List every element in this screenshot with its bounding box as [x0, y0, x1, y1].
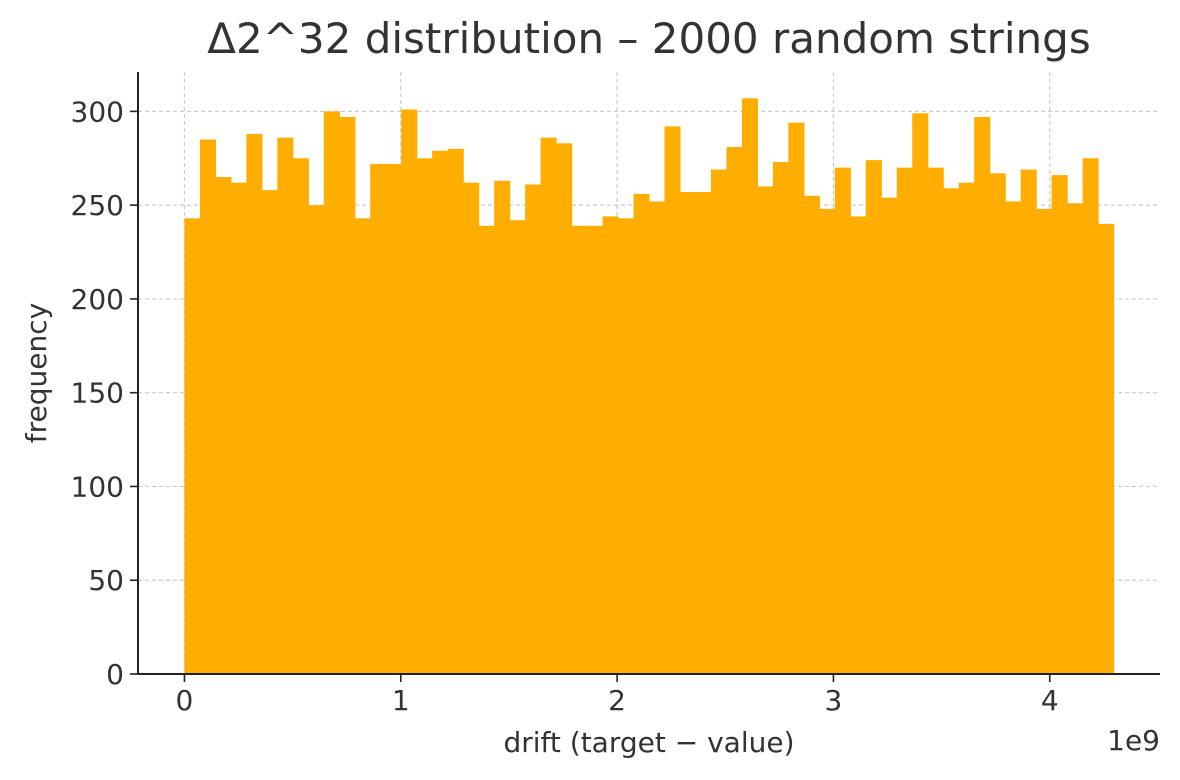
histogram-bar	[587, 225, 604, 675]
histogram-bar	[401, 109, 418, 674]
y-tick-label: 0	[106, 658, 124, 691]
histogram-bar	[184, 218, 201, 674]
histogram-bar	[277, 137, 294, 675]
histogram-bar	[215, 177, 232, 675]
histogram-bar	[896, 167, 913, 674]
histogram-bar	[416, 158, 433, 674]
x-tick-label: 0	[176, 684, 194, 717]
histogram-bar	[664, 126, 681, 674]
histogram-bar	[571, 225, 588, 675]
histogram-bar	[308, 205, 325, 674]
histogram-bar	[679, 192, 697, 675]
histogram-bar	[1005, 201, 1022, 675]
x-axis-label: drift (target − value)	[503, 726, 794, 759]
histogram-bar	[912, 113, 929, 675]
y-axis-label: frequency	[20, 303, 53, 443]
histogram-bar	[695, 192, 712, 675]
y-tick-label: 50	[88, 564, 124, 597]
histogram-bar	[447, 148, 464, 674]
histogram-bar	[230, 182, 247, 674]
histogram-bar	[757, 186, 774, 675]
histogram-bar	[726, 147, 743, 675]
histogram-bar	[463, 182, 480, 674]
histogram-bar	[246, 133, 263, 675]
histogram-bar	[370, 163, 387, 674]
histogram-bar	[850, 216, 867, 675]
y-tick-label: 100	[71, 470, 124, 503]
histogram-bar	[1067, 203, 1084, 674]
x-tick-label: 1	[392, 684, 410, 717]
histogram-bar	[648, 201, 666, 675]
histogram-bar	[1036, 208, 1053, 674]
y-tick-label: 300	[71, 95, 124, 128]
histogram-bar	[199, 139, 217, 674]
histogram-bar	[525, 184, 542, 674]
histogram-bar	[834, 167, 851, 674]
histogram-bar	[958, 182, 975, 674]
axes	[137, 72, 1160, 675]
histogram-bar	[556, 143, 573, 675]
x-axis-offset-label: 1e9	[1107, 724, 1160, 757]
y-tick-label: 250	[71, 189, 124, 222]
histogram-bar	[478, 225, 495, 675]
x-axis-ticks: 0 1 2 3 4	[176, 674, 1059, 717]
y-axis-ticks: 0 50 100 150 200 250 300	[71, 95, 138, 691]
chart-title: Δ2^32 distribution – 2000 random strings	[207, 14, 1090, 63]
histogram-bar	[323, 111, 340, 674]
histogram-bar	[432, 150, 449, 674]
histogram-bar	[385, 163, 402, 674]
x-tick-label: 2	[608, 684, 626, 717]
histogram-bar	[1082, 158, 1099, 674]
histogram-bar	[865, 160, 882, 674]
histogram-bar	[710, 169, 728, 674]
histogram-bar	[943, 188, 960, 674]
histogram-bar	[788, 122, 805, 675]
histogram-bar	[339, 117, 356, 675]
y-tick-label: 150	[71, 377, 124, 410]
histogram-bar	[1098, 223, 1115, 674]
histogram-bar	[354, 218, 371, 674]
histogram-bar	[881, 197, 898, 674]
x-tick-label: 3	[825, 684, 843, 717]
histogram-bars	[184, 98, 1115, 675]
histogram-bar	[494, 180, 511, 674]
histogram-bar	[261, 190, 278, 674]
histogram-bar	[803, 195, 820, 674]
histogram-bar	[509, 220, 526, 674]
histogram-bar	[618, 218, 635, 674]
histogram-bar	[602, 216, 619, 675]
histogram-bar	[989, 173, 1006, 674]
histogram-bar	[974, 117, 991, 675]
y-tick-label: 200	[71, 283, 124, 316]
x-tick-label: 4	[1041, 684, 1059, 717]
histogram-bar	[772, 162, 789, 675]
histogram-bar	[927, 167, 944, 674]
histogram-bar	[633, 193, 650, 674]
histogram-bar	[292, 158, 309, 674]
histogram-bar	[741, 98, 758, 675]
histogram-bar	[819, 208, 836, 674]
histogram-bar	[1051, 175, 1068, 674]
histogram-bar	[540, 137, 557, 675]
histogram-bar	[1020, 169, 1037, 674]
